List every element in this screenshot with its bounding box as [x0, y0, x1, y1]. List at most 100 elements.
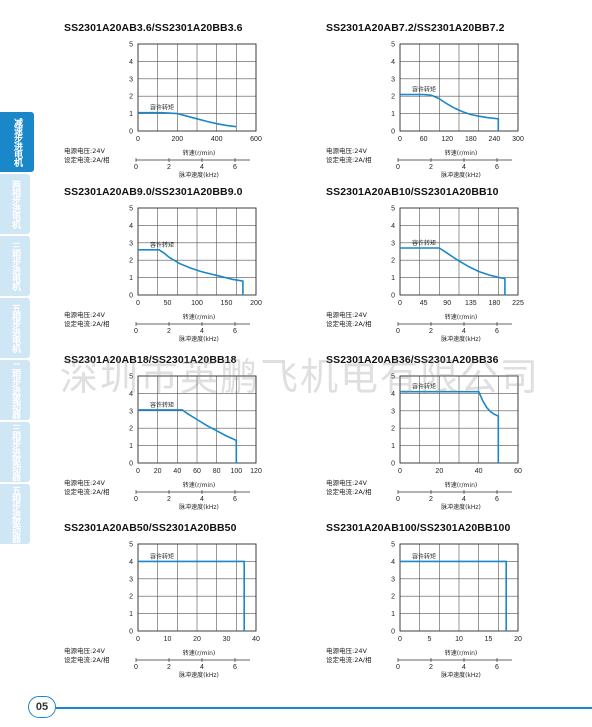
x-tick-label: 0	[398, 136, 402, 143]
pulse-tick-label: 6	[495, 496, 499, 503]
pulse-tick-label: 0	[396, 328, 400, 335]
y-tick-label: 3	[391, 240, 395, 247]
side-tab-two-phase[interactable]: 两相步进电机	[0, 174, 30, 234]
curve-annotation: 容许转矩	[412, 239, 436, 247]
pulse-tick-label: 6	[495, 328, 499, 335]
pulse-tick-label: 2	[167, 164, 171, 171]
y-tick-label: 1	[391, 275, 395, 282]
pulse-tick-label: 0	[396, 164, 400, 171]
torque-curve	[138, 560, 245, 631]
x-tick-label: 15	[485, 636, 493, 643]
curve-annotation: 容许转矩	[150, 552, 174, 560]
pulse-axis-label: 脉冲速度(kHz)	[179, 503, 219, 511]
chart-title: SS2301A20AB100/SS2301A20BB100	[326, 522, 511, 534]
speed-axis-label: 转速(r/min)	[183, 313, 216, 321]
x-tick-label: 10	[455, 636, 463, 643]
side-tab-five-phase[interactable]: 五相步进电机	[0, 298, 30, 358]
y-tick-label: 1	[391, 111, 395, 118]
pulse-tick-label: 4	[200, 164, 204, 171]
footer-rule	[56, 707, 592, 709]
speed-axis-label: 转速(r/min)	[183, 481, 216, 489]
curve-annotation: 容许转矩	[412, 552, 436, 560]
plot-frame	[399, 543, 519, 632]
current-setting-label: 设定电流:2A/相	[64, 156, 110, 164]
speed-axis-label: 转速(r/min)	[445, 649, 478, 657]
chart-title: SS2301A20AB10/SS2301A20BB10	[326, 186, 499, 198]
pulse-tick-label: 4	[200, 664, 204, 671]
power-voltage-label: 电源电压:24V	[326, 311, 367, 319]
x-tick-label: 600	[250, 136, 262, 143]
y-tick-label: 4	[391, 391, 395, 398]
pulse-tick-label: 6	[233, 496, 237, 503]
y-tick-label: 3	[391, 76, 395, 83]
current-setting-label: 设定电流:2A/相	[64, 320, 110, 328]
torque-curve	[138, 409, 238, 463]
side-tab-three-phase[interactable]: 三相步进电机	[0, 236, 30, 296]
y-tick-label: 2	[391, 258, 395, 265]
power-voltage-label: 电源电压:24V	[64, 479, 105, 487]
y-tick-label: 4	[391, 59, 395, 66]
x-tick-label: 120	[441, 136, 453, 143]
plot-frame	[399, 375, 519, 464]
pulse-axis-label: 脉冲速度(kHz)	[179, 335, 219, 343]
speed-axis-label: 转速(r/min)	[183, 649, 216, 657]
pulse-tick-label: 2	[167, 328, 171, 335]
x-tick-label: 50	[164, 300, 172, 307]
side-tab-two-phase-driver[interactable]: 二相步进驱动器	[0, 360, 30, 420]
x-tick-label: 180	[489, 300, 501, 307]
x-tick-label: 45	[420, 300, 428, 307]
y-tick-label: 5	[129, 542, 133, 549]
pulse-tick-label: 6	[495, 664, 499, 671]
side-tab-five-phase-driver[interactable]: 五相步进驱动器	[0, 484, 30, 544]
x-tick-label: 0	[398, 468, 402, 475]
side-tab-geared-stepper[interactable]: 减速步进电机	[0, 112, 34, 172]
x-tick-label: 5	[428, 636, 432, 643]
current-setting-label: 设定电流:2A/相	[326, 320, 372, 328]
side-tab-label: 五相步进驱动器	[10, 486, 20, 542]
torque-chart-6: SS2301A20AB36/SS2301A20BB36 0 1 2 3 4 5 0 20 40 60…	[326, 354, 576, 519]
x-tick-label: 180	[465, 136, 477, 143]
x-tick-label: 40	[252, 636, 260, 643]
page-number: 05	[28, 696, 56, 718]
y-tick-label: 5	[391, 206, 395, 213]
pulse-tick-label: 6	[495, 164, 499, 171]
y-tick-label: 5	[129, 206, 133, 213]
y-tick-label: 0	[129, 629, 133, 636]
y-tick-label: 4	[129, 223, 133, 230]
power-voltage-label: 电源电压:24V	[64, 311, 105, 319]
x-tick-label: 40	[173, 468, 181, 475]
current-setting-label: 设定电流:2A/相	[326, 156, 372, 164]
current-setting-label: 设定电流:2A/相	[64, 656, 110, 664]
pulse-tick-label: 4	[462, 664, 466, 671]
plot-frame	[137, 375, 257, 464]
y-tick-label: 2	[391, 426, 395, 433]
y-tick-label: 1	[129, 611, 133, 618]
y-tick-label: 1	[129, 111, 133, 118]
pulse-axis-label: 脉冲速度(kHz)	[179, 671, 219, 679]
power-voltage-label: 电源电压:24V	[64, 647, 105, 655]
torque-curve	[400, 390, 500, 463]
chart-title: SS2301A20AB18/SS2301A20BB18	[64, 354, 237, 366]
x-tick-label: 20	[193, 636, 201, 643]
x-tick-label: 20	[514, 636, 522, 643]
x-tick-label: 0	[398, 636, 402, 643]
power-voltage-label: 电源电压:24V	[326, 147, 367, 155]
chart-title: SS2301A20AB3.6/SS2301A20BB3.6	[64, 22, 243, 34]
x-tick-label: 135	[465, 300, 477, 307]
y-tick-label: 4	[391, 559, 395, 566]
power-voltage-label: 电源电压:24V	[64, 147, 105, 155]
y-tick-label: 1	[391, 611, 395, 618]
y-tick-label: 1	[391, 443, 395, 450]
speed-axis-label: 转速(r/min)	[183, 149, 216, 157]
plot-frame	[137, 543, 257, 632]
x-tick-label: 60	[420, 136, 428, 143]
pulse-tick-label: 4	[200, 496, 204, 503]
y-tick-label: 3	[391, 576, 395, 583]
y-tick-label: 3	[129, 76, 133, 83]
chart-title: SS2301A20AB9.0/SS2301A20BB9.0	[64, 186, 243, 198]
torque-chart-8: SS2301A20AB100/SS2301A20BB100 0 1 2 3 4 5 0 5 10 1…	[326, 522, 576, 687]
side-tab-three-phase-driver[interactable]: 三相步进驱动器	[0, 422, 30, 482]
